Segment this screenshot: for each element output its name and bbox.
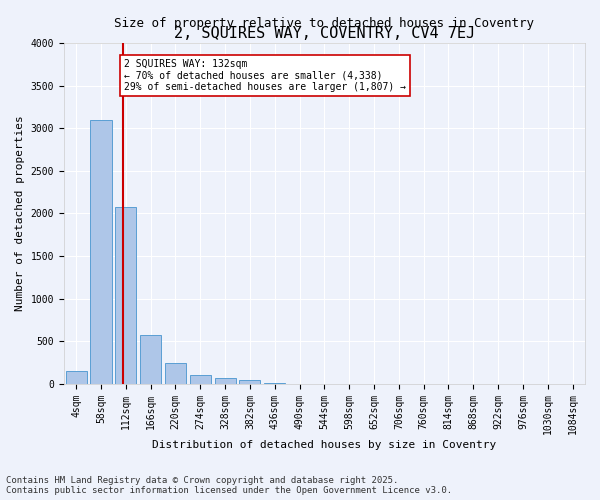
Text: Contains HM Land Registry data © Crown copyright and database right 2025.
Contai: Contains HM Land Registry data © Crown c… xyxy=(6,476,452,495)
Title: 2, SQUIRES WAY, COVENTRY, CV4 7EJ: 2, SQUIRES WAY, COVENTRY, CV4 7EJ xyxy=(174,26,475,41)
Bar xyxy=(239,380,260,384)
Bar xyxy=(215,378,236,384)
Bar xyxy=(91,120,112,384)
Bar xyxy=(65,371,87,384)
Bar xyxy=(140,335,161,384)
Bar xyxy=(165,363,186,384)
X-axis label: Distribution of detached houses by size in Coventry: Distribution of detached houses by size … xyxy=(152,440,497,450)
Bar xyxy=(115,206,136,384)
Text: 2 SQUIRES WAY: 132sqm
← 70% of detached houses are smaller (4,338)
29% of semi-d: 2 SQUIRES WAY: 132sqm ← 70% of detached … xyxy=(124,58,406,92)
Bar xyxy=(190,375,211,384)
Text: Size of property relative to detached houses in Coventry: Size of property relative to detached ho… xyxy=(115,17,535,30)
Y-axis label: Number of detached properties: Number of detached properties xyxy=(15,116,25,312)
